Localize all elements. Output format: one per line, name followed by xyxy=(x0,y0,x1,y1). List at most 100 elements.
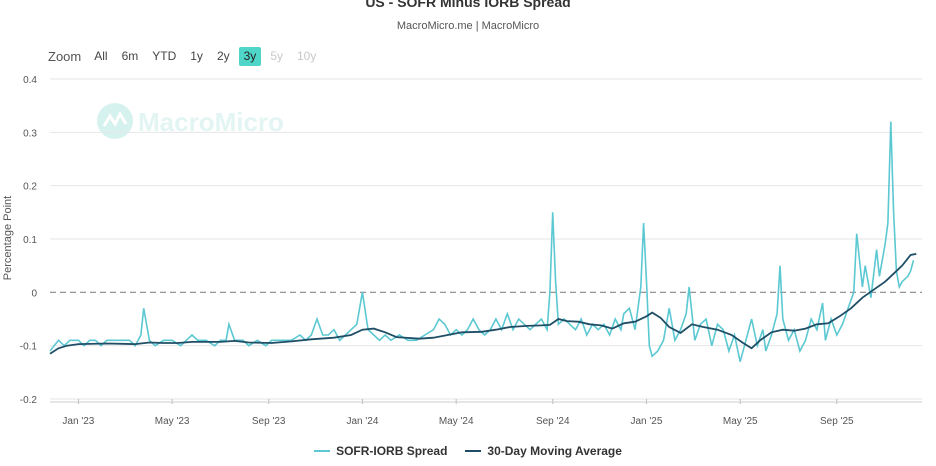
data-point xyxy=(578,321,580,323)
data-point xyxy=(265,345,267,347)
data-point xyxy=(822,302,824,304)
data-point xyxy=(569,324,571,326)
data-point xyxy=(472,318,474,320)
data-point xyxy=(563,318,565,320)
data-point xyxy=(58,340,60,342)
data-point xyxy=(333,329,335,331)
y-tick-label: -0.2 xyxy=(20,395,38,406)
data-point xyxy=(827,322,829,324)
zoom-button-all[interactable]: All xyxy=(94,49,108,63)
data-point xyxy=(49,353,51,355)
data-point xyxy=(467,329,469,331)
data-point xyxy=(901,281,903,283)
data-point xyxy=(600,325,602,327)
data-point xyxy=(154,345,156,347)
data-point xyxy=(731,334,733,336)
data-point xyxy=(450,334,452,336)
data-point xyxy=(416,340,418,342)
data-point xyxy=(362,329,364,331)
data-point xyxy=(390,340,392,342)
data-point xyxy=(333,337,335,339)
data-point xyxy=(316,318,318,320)
legend-item-sofr-iorb-spread[interactable]: SOFR-IORB Spread xyxy=(314,444,447,458)
data-point xyxy=(643,222,645,224)
data-point xyxy=(555,281,557,283)
data-point xyxy=(660,317,662,319)
y-tick-label: -0.1 xyxy=(20,342,38,353)
data-point xyxy=(680,332,682,334)
y-axis-label: Percentage Point xyxy=(2,196,14,280)
data-point xyxy=(58,348,60,350)
y-tick-label: 0.4 xyxy=(23,75,37,86)
data-point xyxy=(711,345,713,347)
data-point xyxy=(779,265,781,267)
data-point xyxy=(373,334,375,336)
legend: SOFR-IORB Spread 30-Day Moving Average xyxy=(0,444,936,458)
data-point xyxy=(205,340,207,342)
data-point xyxy=(580,318,582,320)
zoom-button-3y[interactable]: 3y xyxy=(238,47,262,66)
data-point xyxy=(489,329,491,331)
data-point xyxy=(788,340,790,342)
chart-plot: MacroMicro 0.4 0.3 0.2 0.1 0 -0.1 -0.2 Jan '23… xyxy=(2,75,922,427)
zoom-button-6m[interactable]: 6m xyxy=(121,49,139,63)
data-point xyxy=(407,340,409,342)
data-point xyxy=(541,325,543,327)
data-point xyxy=(311,334,313,336)
data-point xyxy=(529,329,531,331)
data-point xyxy=(311,338,313,340)
data-point xyxy=(910,254,912,256)
data-point xyxy=(657,350,659,352)
data-point xyxy=(495,318,497,320)
data-point xyxy=(734,334,736,336)
data-point xyxy=(649,345,651,347)
data-point xyxy=(433,329,435,331)
data-point xyxy=(384,332,386,334)
data-point xyxy=(481,331,483,333)
data-point xyxy=(668,308,670,310)
data-point xyxy=(898,286,900,288)
data-point xyxy=(910,270,912,272)
data-point xyxy=(285,340,287,342)
data-point xyxy=(739,361,741,363)
data-point xyxy=(836,334,838,336)
data-point xyxy=(634,321,636,323)
data-point xyxy=(461,332,463,334)
data-point xyxy=(89,340,91,342)
data-point xyxy=(884,281,886,283)
data-point xyxy=(663,340,665,342)
data-point xyxy=(149,340,151,342)
zoom-button-2y[interactable]: 2y xyxy=(216,49,230,63)
data-point xyxy=(876,249,878,251)
data-point xyxy=(83,345,85,347)
y-tick-label: 0 xyxy=(31,288,37,299)
data-point xyxy=(163,340,165,342)
legend-item-30-day-moving-average[interactable]: 30-Day Moving Average xyxy=(465,444,622,458)
data-point xyxy=(271,342,273,344)
data-point xyxy=(356,324,358,326)
data-point xyxy=(853,292,855,294)
zoom-button-1y[interactable]: 1y xyxy=(190,49,203,63)
data-point xyxy=(586,334,588,336)
zoom-button-ytd[interactable]: YTD xyxy=(152,49,177,63)
data-point xyxy=(549,292,551,294)
data-point xyxy=(140,334,142,336)
data-point xyxy=(623,322,625,324)
legend-label-spread: SOFR-IORB Spread xyxy=(336,444,448,458)
x-tick-label: Sep '25 xyxy=(820,416,854,427)
x-tick-label: Sep '24 xyxy=(536,416,570,427)
data-point xyxy=(825,340,827,342)
data-point xyxy=(384,334,386,336)
data-point xyxy=(623,313,625,315)
data-point xyxy=(884,244,886,246)
data-point xyxy=(879,276,881,278)
data-point xyxy=(512,329,514,331)
data-point xyxy=(558,324,560,326)
data-point xyxy=(694,340,696,342)
data-point xyxy=(759,340,761,342)
zoom-button-5y[interactable]: 5y xyxy=(270,49,283,63)
data-point xyxy=(862,297,864,299)
data-point xyxy=(887,222,889,224)
data-point xyxy=(717,329,719,331)
zoom-button-10y[interactable]: 10y xyxy=(297,49,317,63)
